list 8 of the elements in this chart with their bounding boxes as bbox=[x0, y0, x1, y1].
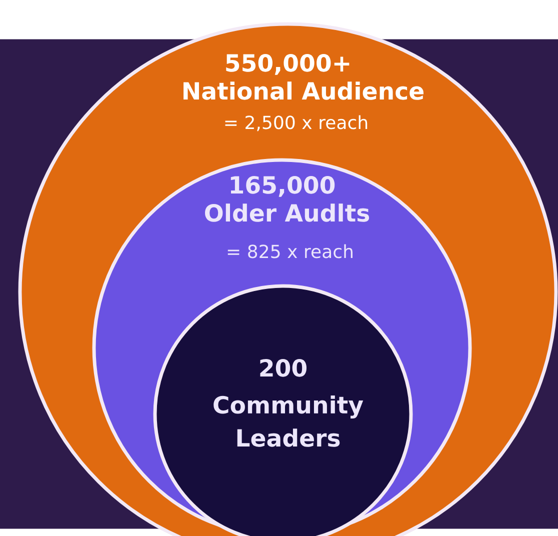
data-label: 200 bbox=[260, 358, 307, 377]
category-label: Community Leaders bbox=[214, 395, 364, 447]
data-label: 550,000+ bbox=[226, 54, 350, 75]
text: = 825 x reach bbox=[228, 244, 352, 258]
text: = 2,500 x reach bbox=[225, 115, 368, 132]
category-label: Older Audlts bbox=[204, 204, 370, 222]
category-label: National Audience bbox=[184, 82, 424, 100]
data-label: 165,000 bbox=[230, 176, 335, 197]
